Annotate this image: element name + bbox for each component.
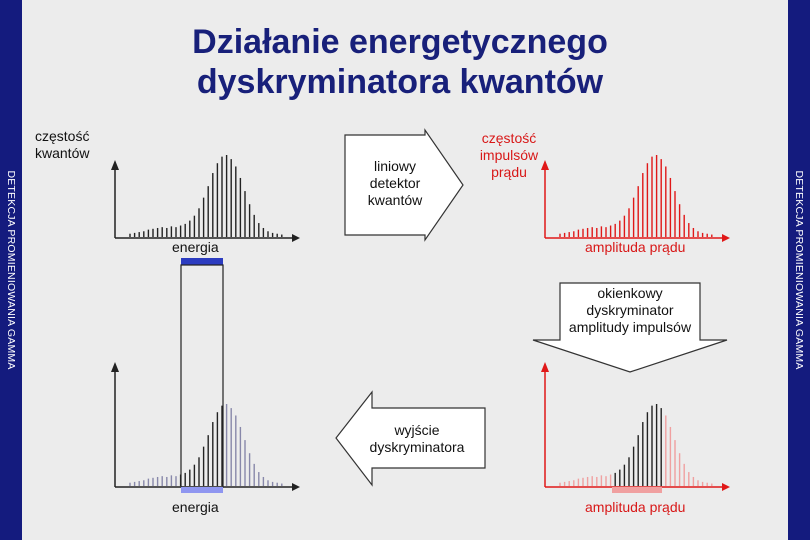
bottom-right-axes bbox=[541, 362, 730, 491]
top-left-spectrum bbox=[129, 155, 283, 237]
detector-arrow bbox=[344, 128, 464, 242]
top-right-ylabel-line3: prądu bbox=[491, 164, 527, 180]
discriminator-arrow bbox=[532, 282, 728, 373]
bottom-left-window-bar bbox=[181, 487, 223, 493]
top-right-xlabel: amplituda prądu bbox=[585, 239, 686, 255]
output-line1: wyjście bbox=[394, 422, 440, 438]
bottom-right-xlabel: amplituda prądu bbox=[585, 499, 686, 515]
right-side-bar: DETEKCJA PROMIENIOWANIA GAMMA bbox=[788, 0, 810, 540]
title-line-1: Działanie energetycznego bbox=[192, 23, 608, 61]
detector-line3: kwantów bbox=[367, 192, 423, 208]
top-left-ylabel-line2: kwantów bbox=[35, 145, 90, 161]
slide-title: Działanie energetycznego dyskryminatora … bbox=[100, 22, 700, 102]
bottom-left-axes bbox=[111, 362, 300, 491]
energy-window-bar bbox=[181, 258, 223, 265]
output-arrow-label: wyjście dyskryminatora bbox=[356, 422, 478, 456]
bottom-left-spectrum bbox=[129, 404, 283, 486]
discriminator-line1: okienkowy bbox=[597, 285, 663, 301]
detector-line1: liniowy bbox=[373, 158, 416, 174]
top-right-axes bbox=[541, 160, 730, 242]
title-line-2: dyskryminatora kwantów bbox=[196, 63, 604, 101]
discriminator-arrow-label: okienkowy dyskryminator amplitudy impuls… bbox=[548, 285, 712, 336]
top-left-xlabel: energia bbox=[172, 239, 219, 255]
top-left-ylabel: częstość kwantów bbox=[35, 128, 89, 162]
discriminator-line3: amplitudy impulsów bbox=[568, 319, 692, 335]
bottom-left-xlabel: energia bbox=[172, 499, 219, 515]
top-left-axes bbox=[111, 160, 300, 242]
output-line2: dyskryminatora bbox=[369, 439, 465, 455]
top-right-ylabel-line1: częstość bbox=[481, 130, 537, 146]
bottom-right-spectrum bbox=[559, 404, 713, 486]
top-left-ylabel-line1: częstość bbox=[35, 128, 90, 144]
top-right-ylabel-line2: impulsów bbox=[479, 147, 539, 163]
detector-arrow-label: liniowy detektor kwantów bbox=[352, 158, 438, 209]
output-arrow bbox=[335, 390, 486, 487]
top-right-ylabel: częstość impulsów prądu bbox=[468, 130, 550, 181]
top-right-spectrum bbox=[559, 155, 713, 237]
bottom-right-window-bar bbox=[612, 487, 662, 493]
discriminator-line2: dyskryminator bbox=[586, 302, 674, 318]
left-side-bar: DETEKCJA PROMIENIOWANIA GAMMA bbox=[0, 0, 22, 540]
detector-line2: detektor bbox=[369, 175, 421, 191]
